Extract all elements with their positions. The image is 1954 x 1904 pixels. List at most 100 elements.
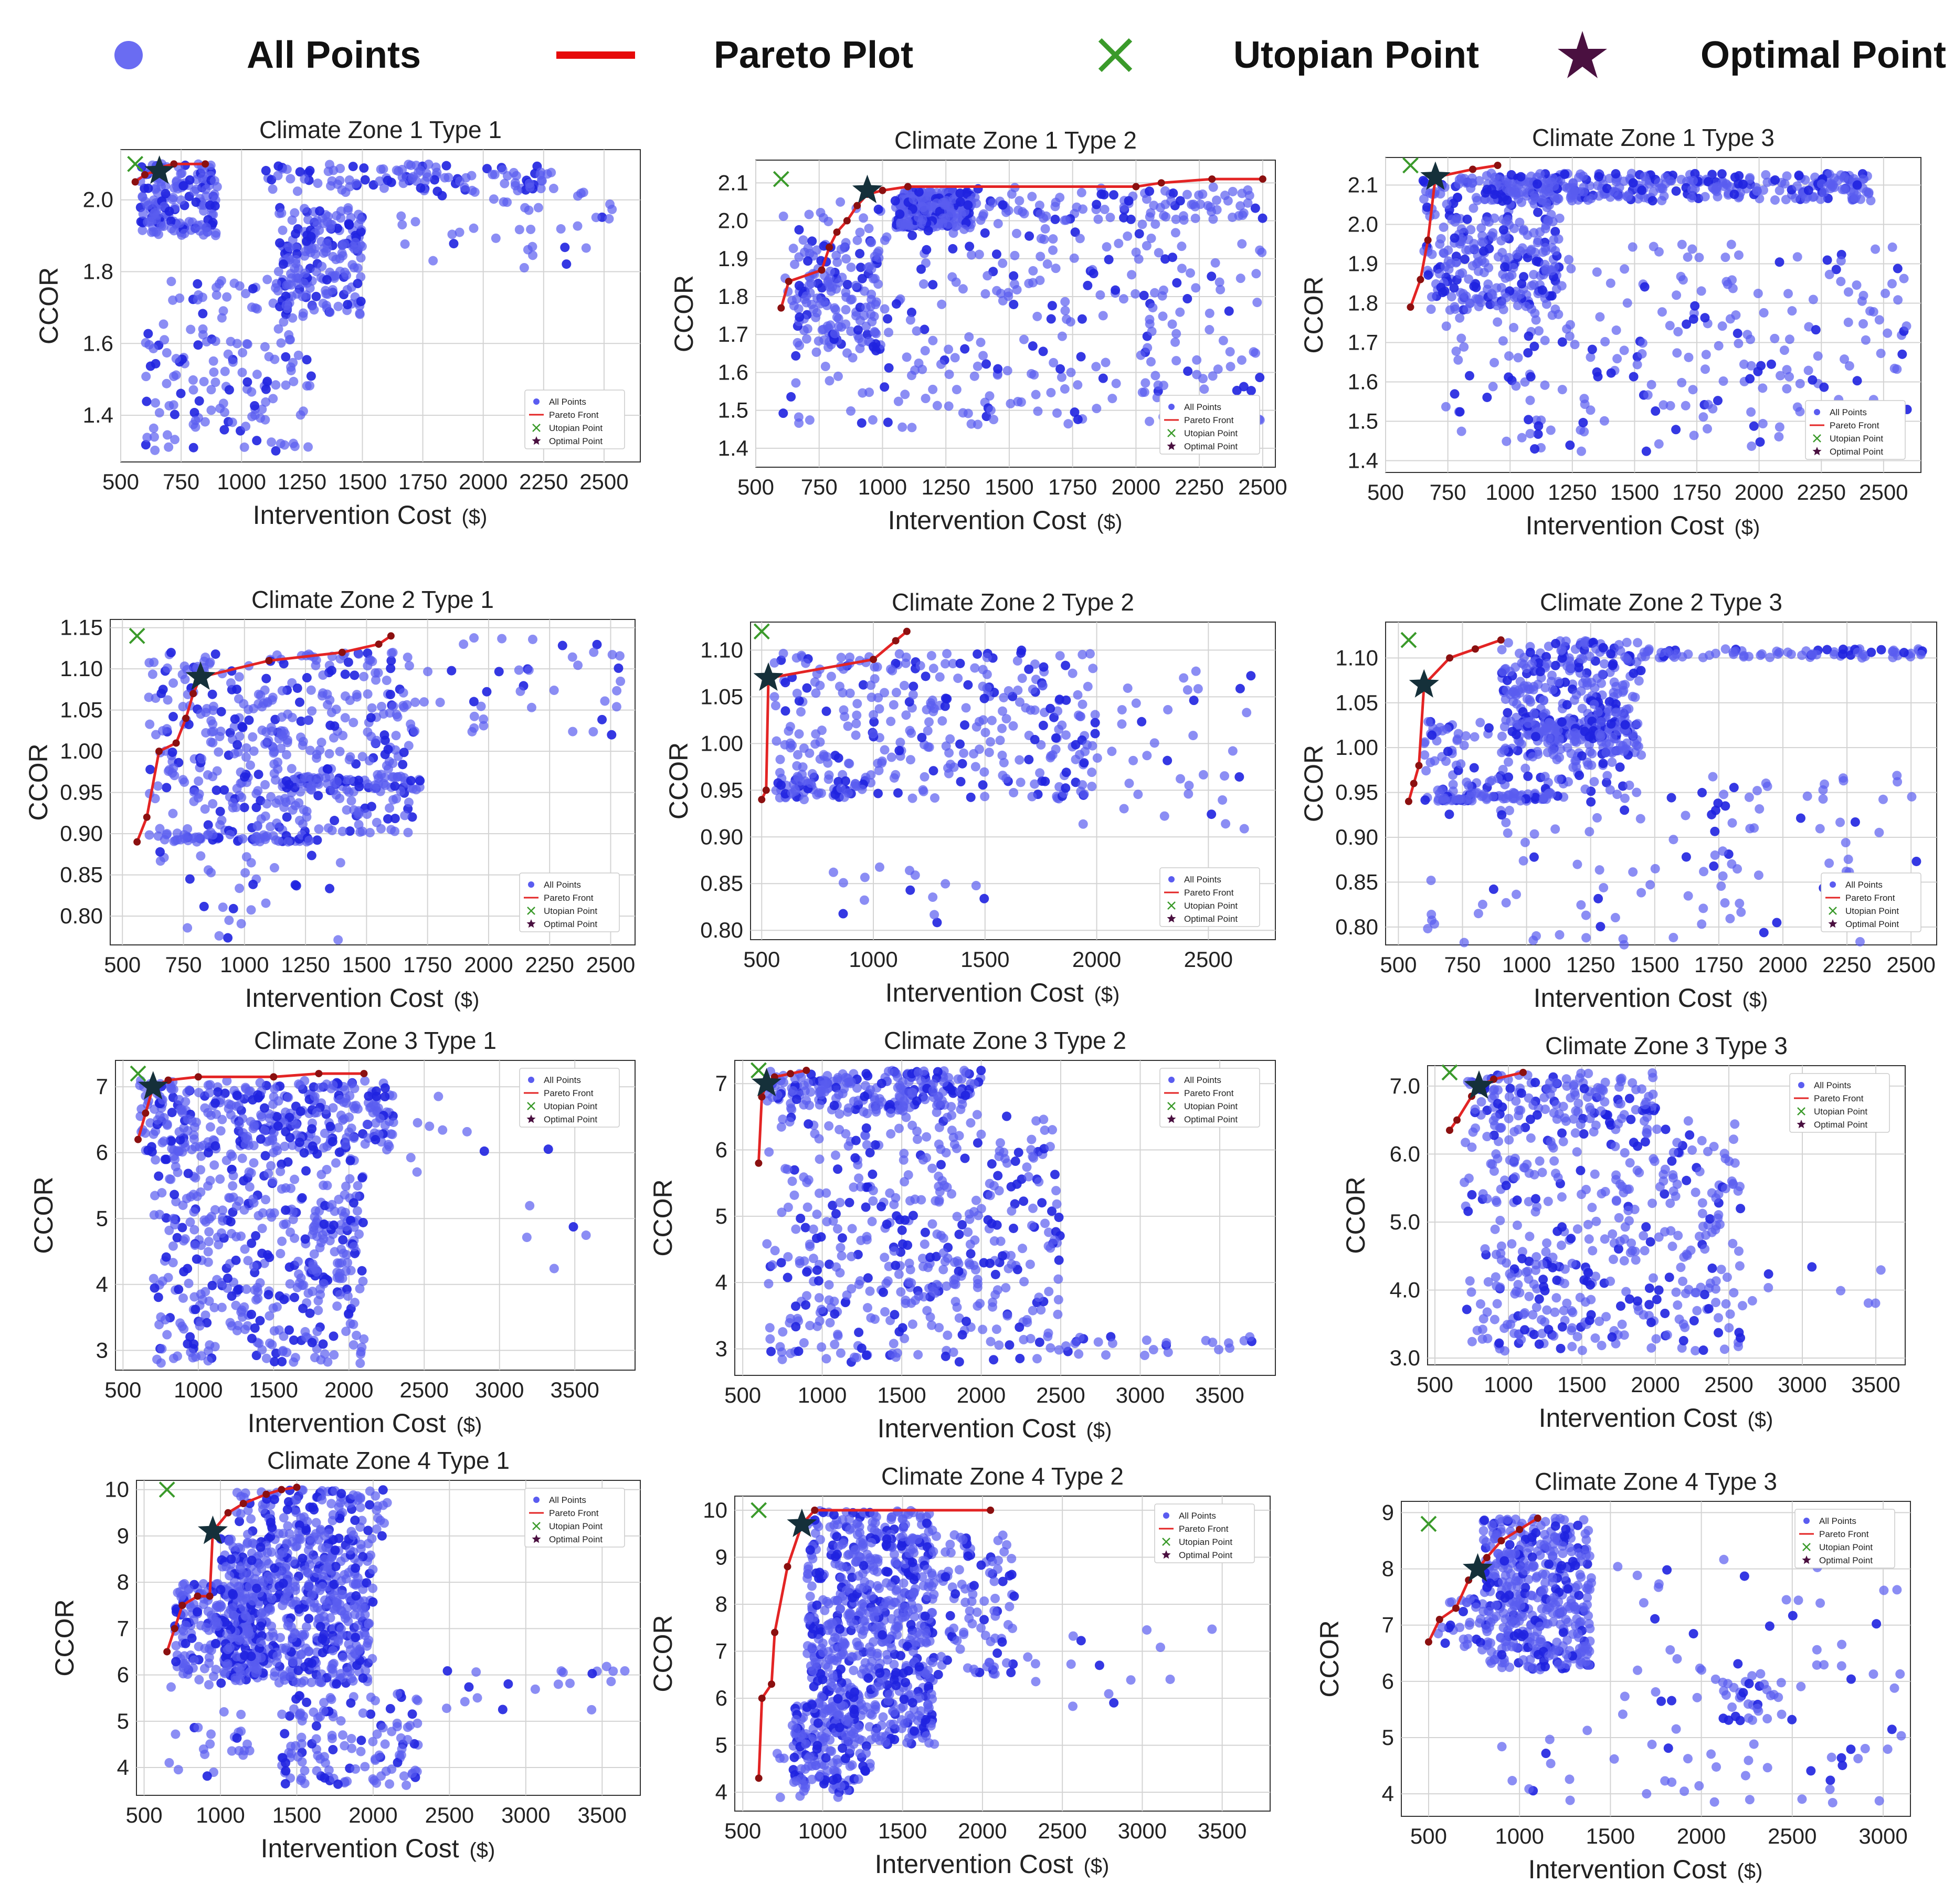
utopian-point-marker — [1400, 632, 1417, 648]
chart-title: Climate Zone 2 Type 1 — [251, 586, 494, 613]
data-point — [1509, 185, 1519, 195]
data-point — [144, 200, 154, 210]
data-point — [176, 1104, 186, 1114]
data-point — [998, 200, 1008, 210]
data-point — [1752, 186, 1762, 196]
panel-legend-label: Pareto Front — [549, 410, 599, 420]
data-point — [999, 692, 1009, 702]
data-point — [1073, 690, 1083, 700]
data-point — [268, 184, 278, 194]
data-point — [612, 686, 622, 696]
data-point — [1443, 245, 1453, 255]
data-point — [176, 195, 186, 205]
data-point — [373, 668, 383, 678]
data-point — [1073, 414, 1083, 424]
data-point — [193, 340, 203, 350]
data-point — [900, 390, 910, 399]
data-point — [1419, 194, 1429, 204]
data-point — [527, 634, 537, 644]
chart-svg: Climate Zone 2 Type 2500 1000 1500 2000 2500… — [664, 588, 1276, 1007]
data-point — [250, 303, 260, 313]
data-point — [217, 313, 227, 323]
data-point — [778, 408, 788, 418]
y-tick-label: 1.00 — [1335, 735, 1378, 760]
data-point — [206, 737, 216, 747]
data-point — [1794, 171, 1804, 181]
data-point — [1749, 421, 1759, 431]
data-point — [1010, 250, 1020, 260]
data-point — [224, 916, 234, 925]
data-point — [306, 371, 316, 381]
data-point — [150, 445, 160, 455]
data-point — [252, 436, 262, 446]
data-point — [1808, 294, 1818, 304]
data-point — [1095, 290, 1105, 300]
data-point — [285, 1133, 295, 1143]
pareto-point — [853, 202, 861, 209]
data-point — [268, 1099, 278, 1109]
data-point — [1603, 704, 1613, 714]
pareto-point — [903, 627, 911, 635]
data-point — [188, 834, 198, 844]
data-point — [926, 202, 936, 212]
data-point — [349, 805, 359, 815]
data-point — [1478, 246, 1488, 256]
data-point — [1168, 188, 1178, 198]
data-point — [1574, 662, 1584, 672]
data-point — [212, 290, 221, 300]
data-point — [1881, 288, 1890, 298]
data-point — [1450, 304, 1460, 314]
data-point — [998, 706, 1008, 716]
data-point — [1803, 365, 1813, 375]
data-point — [997, 723, 1007, 733]
data-point — [805, 280, 815, 290]
data-point — [549, 685, 559, 695]
data-point — [874, 765, 884, 775]
data-point — [273, 267, 283, 277]
data-point — [1078, 699, 1087, 709]
data-point — [1207, 809, 1217, 819]
data-point — [944, 370, 954, 380]
data-point — [1736, 907, 1746, 917]
data-point — [1605, 785, 1615, 795]
data-point — [880, 745, 890, 755]
data-point — [283, 837, 293, 847]
data-point — [811, 688, 821, 698]
data-point — [1218, 795, 1228, 805]
data-point — [901, 658, 911, 668]
optimal-point-marker — [753, 662, 784, 691]
data-point — [1509, 224, 1519, 234]
data-point — [182, 665, 192, 675]
data-point — [1792, 252, 1802, 262]
data-point — [769, 658, 779, 668]
data-point — [1620, 264, 1630, 274]
data-point — [1620, 720, 1630, 730]
data-point — [1493, 317, 1503, 327]
chart-svg: Climate Zone 1 Type 2500 750 1000 1250 1500 1… — [669, 127, 1287, 535]
data-point — [1836, 170, 1846, 180]
data-point — [241, 752, 251, 762]
data-point — [1745, 173, 1755, 183]
pareto-point — [1132, 183, 1140, 191]
data-point — [1140, 378, 1150, 388]
data-point — [1464, 245, 1474, 255]
chart-title: Climate Zone 1 Type 1 — [259, 116, 502, 143]
x-tick-label: 2250 — [1175, 475, 1223, 499]
data-point — [1464, 371, 1474, 381]
data-point — [1039, 234, 1049, 244]
data-point — [151, 398, 161, 408]
data-point — [1546, 677, 1556, 687]
data-point — [222, 292, 232, 302]
data-point — [866, 770, 876, 780]
data-point — [1420, 795, 1430, 805]
data-point — [1124, 779, 1134, 788]
data-point — [1697, 787, 1707, 797]
data-point — [300, 772, 310, 782]
data-point — [1520, 763, 1530, 773]
data-point — [328, 1103, 338, 1113]
panel-legend-label: Pareto Front — [1184, 888, 1234, 898]
all-points-series — [1418, 169, 1912, 458]
data-point — [1498, 667, 1508, 677]
data-point — [1055, 364, 1065, 374]
data-point — [1148, 303, 1158, 313]
